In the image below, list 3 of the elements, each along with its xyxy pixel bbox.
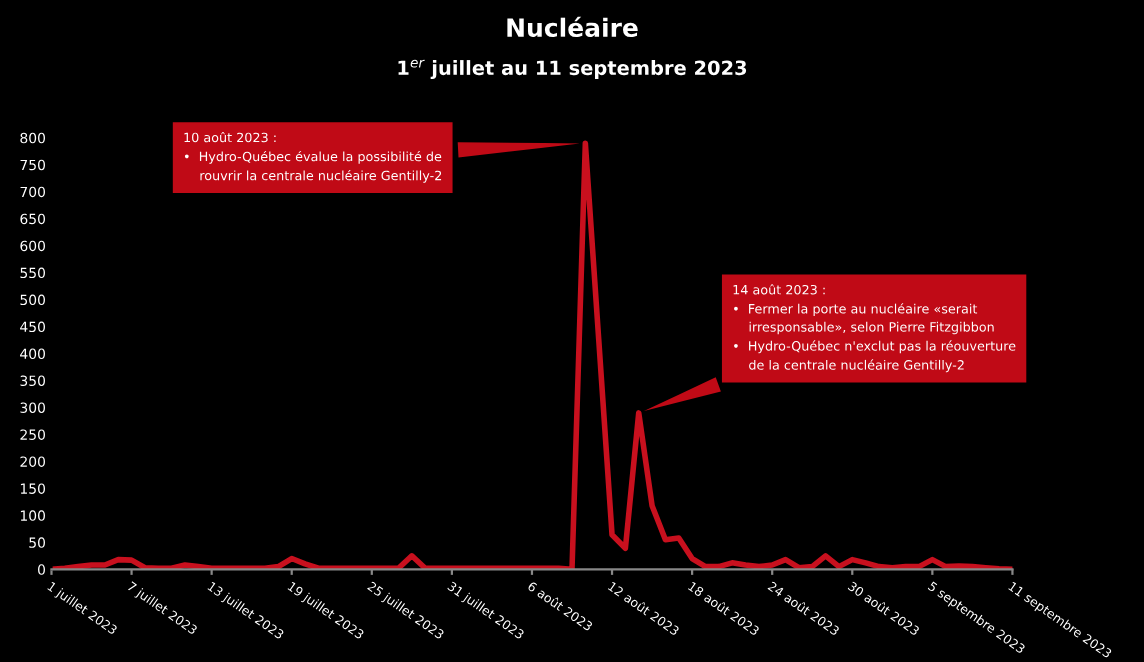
- chart-title: Nucléaire: [507, 16, 638, 38]
- chart-subtitle: 1$^{er}$ juillet au 11 septembre 2023: [398, 59, 747, 80]
- line-series: [51, 140, 1013, 570]
